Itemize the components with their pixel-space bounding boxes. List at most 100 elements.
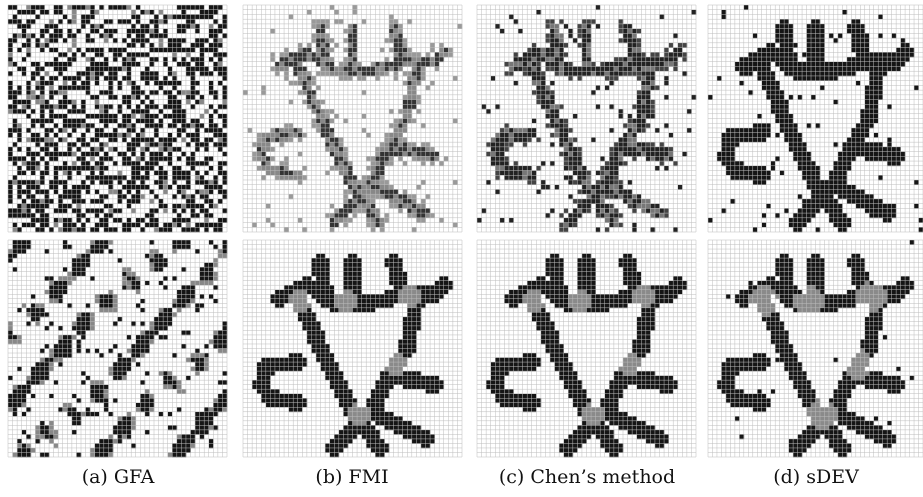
pixel	[154, 194, 159, 199]
pixel	[35, 185, 40, 190]
pixel	[67, 100, 72, 105]
pixel	[58, 218, 63, 223]
pixel	[842, 71, 847, 76]
pixel	[362, 90, 367, 95]
pixel	[99, 353, 104, 358]
pixel	[58, 349, 63, 354]
pixel	[568, 71, 573, 76]
pixel	[403, 147, 408, 152]
pixel	[35, 371, 40, 376]
pixel	[17, 439, 22, 444]
pixel	[412, 100, 417, 105]
pixel	[582, 19, 587, 24]
pixel	[17, 403, 22, 408]
pixel	[362, 303, 367, 308]
pixel	[54, 76, 59, 81]
pixel	[149, 100, 154, 105]
pixel	[284, 171, 289, 176]
pixel	[145, 281, 150, 286]
pixel	[213, 123, 218, 128]
pixel	[163, 90, 168, 95]
pixel	[54, 38, 59, 43]
pixel	[856, 147, 861, 152]
pixel	[209, 199, 214, 204]
pixel	[149, 240, 154, 245]
pixel	[394, 38, 399, 43]
pixel	[186, 240, 191, 245]
pixel	[325, 276, 330, 281]
pixel	[334, 156, 339, 161]
pixel	[545, 100, 550, 105]
pixel	[860, 194, 865, 199]
pixel	[40, 367, 45, 372]
pixel	[726, 142, 731, 147]
pixel	[655, 66, 660, 71]
pixel	[614, 147, 619, 152]
pixel	[159, 267, 164, 272]
pixel	[307, 71, 312, 76]
pixel	[664, 81, 669, 86]
pixel	[104, 109, 109, 114]
pixel	[339, 294, 344, 299]
pixel	[58, 62, 63, 67]
pixel	[523, 137, 528, 142]
pixel	[545, 90, 550, 95]
pixel	[181, 48, 186, 53]
pixel	[389, 24, 394, 29]
pixel	[325, 71, 330, 76]
pixel	[394, 52, 399, 57]
pixel	[26, 24, 31, 29]
pixel	[842, 147, 847, 152]
pixel	[26, 5, 31, 10]
pixel	[58, 128, 63, 133]
pixel	[334, 142, 339, 147]
pixel	[887, 57, 892, 62]
pixel	[154, 254, 159, 259]
pixel	[86, 66, 91, 71]
pixel	[757, 62, 762, 67]
pixel	[200, 180, 205, 185]
pixel	[177, 156, 182, 161]
pixel	[311, 330, 316, 335]
pixel	[514, 81, 519, 86]
pixel	[641, 128, 646, 133]
pixel	[49, 128, 54, 133]
pixel	[669, 152, 674, 157]
pixel	[721, 14, 726, 19]
pixel	[426, 156, 431, 161]
pixel	[209, 104, 214, 109]
pixel	[587, 199, 592, 204]
pixel	[54, 10, 59, 15]
pixel	[851, 33, 856, 38]
pixel	[270, 223, 275, 228]
pixel	[17, 367, 22, 372]
pixel	[284, 48, 289, 53]
pixel	[892, 204, 897, 209]
pixel	[833, 180, 838, 185]
pixel	[131, 194, 136, 199]
pixel	[403, 281, 408, 286]
pixel	[54, 430, 59, 435]
pixel	[416, 109, 421, 114]
pixel	[416, 218, 421, 223]
pixel	[789, 52, 794, 57]
pixel	[389, 362, 394, 367]
pixel	[95, 95, 100, 100]
pixel	[17, 109, 22, 114]
pixel	[609, 161, 614, 166]
pixel	[261, 358, 266, 363]
pixel	[343, 308, 348, 313]
pixel	[289, 137, 294, 142]
pixel	[298, 43, 303, 48]
pixel	[49, 185, 54, 190]
pixel	[669, 57, 674, 62]
pixel	[136, 199, 141, 204]
pixel	[209, 43, 214, 48]
pixel	[122, 137, 127, 142]
pixel	[407, 152, 412, 157]
pixel	[366, 189, 371, 194]
pixel	[398, 123, 403, 128]
pixel	[398, 109, 403, 114]
pixel	[398, 38, 403, 43]
pixel	[45, 104, 50, 109]
